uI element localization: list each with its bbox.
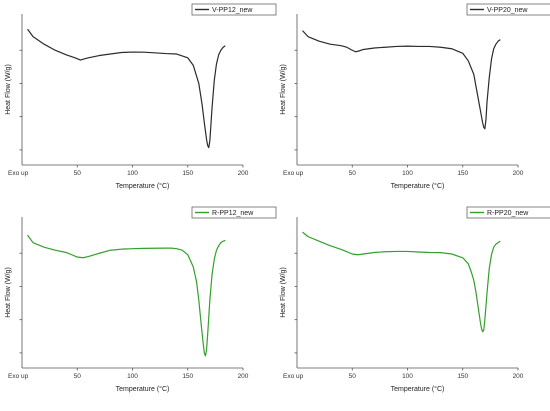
legend-label: R-PP20_new	[487, 210, 529, 217]
x-tick-label: 150	[457, 373, 468, 380]
x-tick-label: 100	[402, 170, 413, 177]
dsc-panel-r-pp12: 50 100 150 200 Exo up Temperature (°C) Heat Fl…	[0, 203, 277, 406]
series-line	[27, 234, 226, 357]
legend-label: V-PP20_new	[487, 7, 528, 14]
series-line	[302, 30, 501, 130]
x-axis-title: Temperature (°C)	[116, 182, 170, 190]
legend-box	[466, 3, 550, 16]
series-line	[302, 231, 501, 333]
chart-svg: 50 100 150 200 Exo up Temperature (°C) Heat Fl…	[5, 206, 277, 393]
x-tick-label: 200	[238, 373, 249, 380]
x-axis-title: Temperature (°C)	[391, 182, 445, 190]
chart-svg: 50 100 150 200 Exo up Temperature (°C) Heat Fl…	[280, 206, 550, 393]
x-tick-label: 200	[238, 170, 249, 177]
x-axis-title: Temperature (°C)	[116, 385, 170, 393]
x-tick-label: 200	[513, 373, 524, 380]
dsc-panel-r-pp20: 50 100 150 200 Exo up Temperature (°C) Heat Fl…	[275, 203, 550, 406]
x-tick-label: 50	[349, 373, 357, 380]
x-tick-label: 150	[182, 373, 193, 380]
x-tick-label: 150	[457, 170, 468, 177]
legend-box	[466, 206, 550, 219]
exo-up-label: Exo up	[283, 170, 304, 177]
x-tick-label: 200	[513, 170, 524, 177]
chart-svg: 50 100 150 200 Exo up Temperature (°C) Heat Fl…	[5, 3, 277, 190]
y-axis-title: Heat Flow (W/g)	[5, 64, 12, 115]
legend-box	[191, 3, 277, 16]
dsc-panel-v-pp20: 50 100 150 200 Exo up Temperature (°C) Heat Fl…	[275, 0, 550, 203]
series-line	[27, 28, 226, 149]
y-axis-title: Heat Flow (W/g)	[280, 64, 287, 115]
exo-up-label: Exo up	[8, 170, 29, 177]
x-tick-label: 100	[127, 373, 138, 380]
x-axis-title: Temperature (°C)	[391, 385, 445, 393]
y-axis-title: Heat Flow (W/g)	[5, 267, 12, 318]
legend-box	[191, 206, 277, 219]
x-tick-label: 100	[402, 373, 413, 380]
chart-svg: 50 100 150 200 Exo up Temperature (°C) Heat Fl…	[280, 3, 550, 190]
y-axis-title: Heat Flow (W/g)	[280, 267, 287, 318]
x-tick-label: 50	[74, 170, 82, 177]
dsc-panel-v-pp12: 50 100 150 200 Exo up Temperature (°C) Heat Fl…	[0, 0, 277, 203]
exo-up-label: Exo up	[8, 373, 29, 380]
legend-label: R-PP12_new	[212, 210, 254, 217]
x-tick-label: 100	[127, 170, 138, 177]
legend-label: V-PP12_new	[212, 7, 253, 14]
x-tick-label: 150	[182, 170, 193, 177]
x-tick-label: 50	[349, 170, 357, 177]
exo-up-label: Exo up	[283, 373, 304, 380]
x-tick-label: 50	[74, 373, 82, 380]
